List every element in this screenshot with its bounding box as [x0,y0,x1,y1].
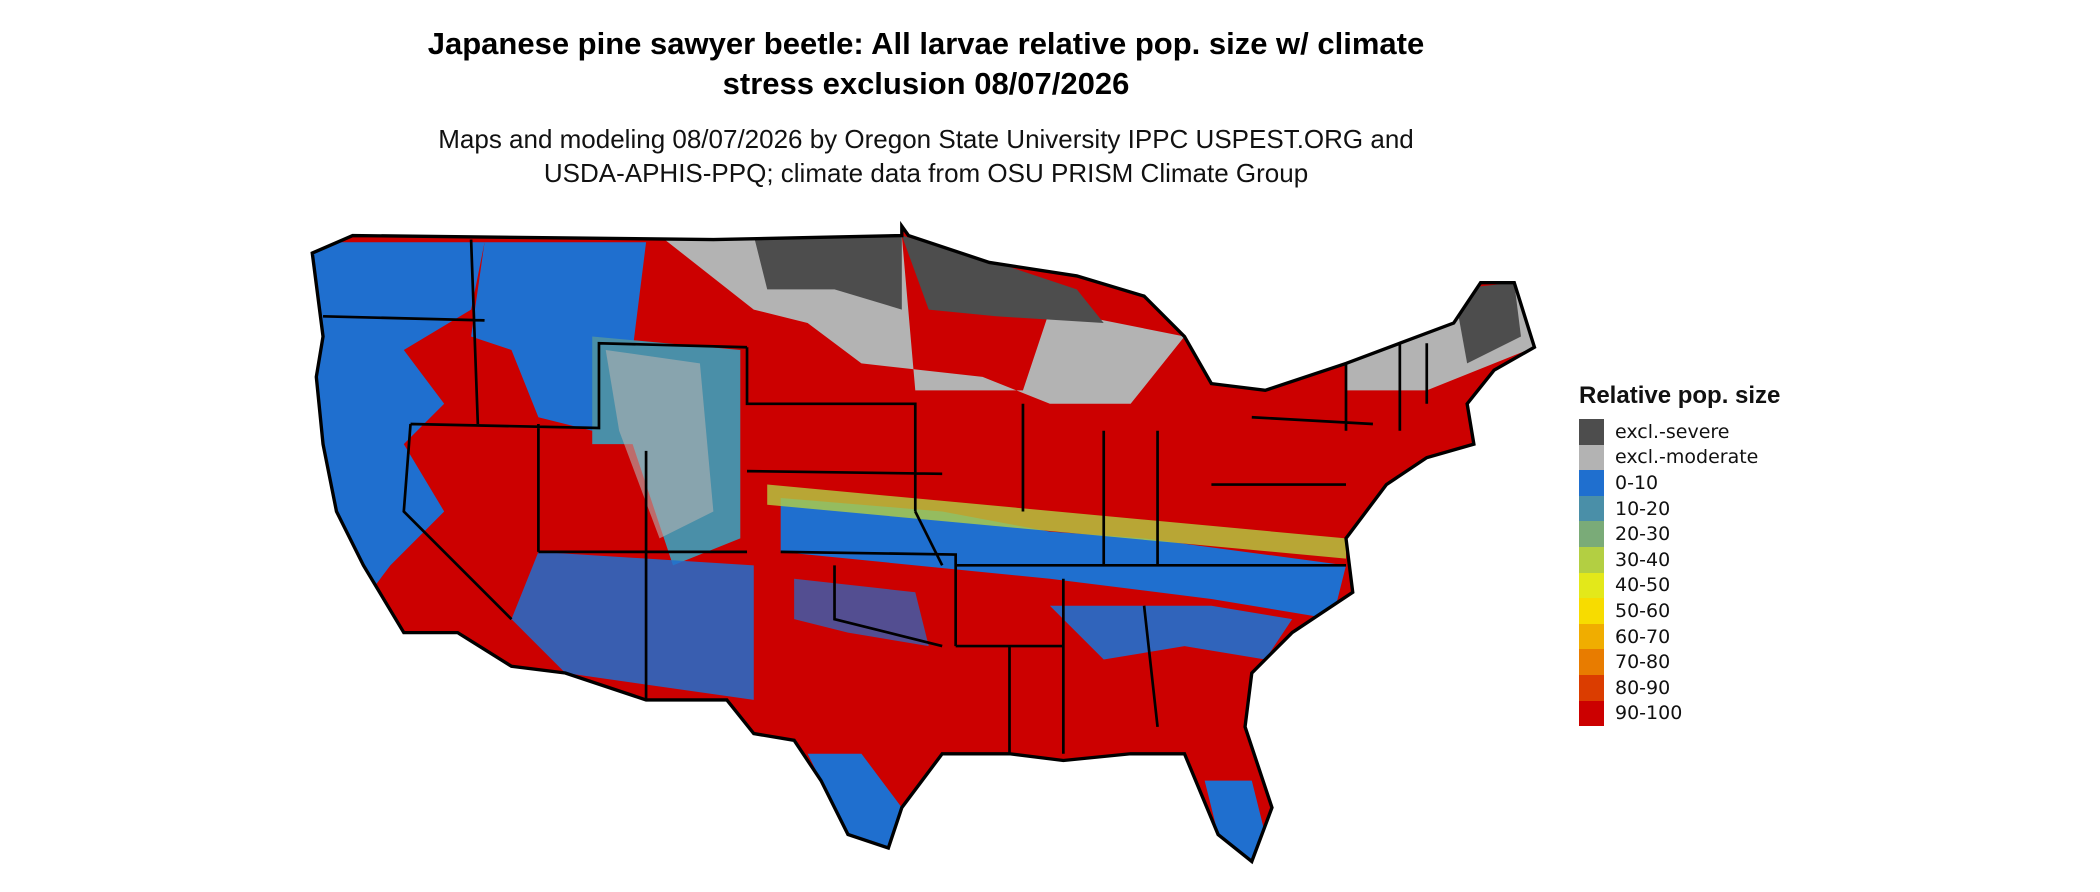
legend-swatch [1579,495,1604,522]
legend-item: 50-60 [1579,598,1758,624]
legend-label: 70-80 [1615,651,1671,674]
legend-swatch [1579,444,1604,471]
legend-swatch [1579,623,1604,650]
legend: excl.-severe excl.-moderate 0-10 10-20 20-30… [1579,419,1759,727]
map-layer [310,224,1537,864]
legend-swatch [1579,419,1604,445]
legend-item: excl.-severe [1579,419,1758,445]
map-title: Japanese pine sawyer beetle: All larvae … [427,26,1425,101]
legend-label: 10-20 [1615,497,1671,520]
legend-title: Relative pop. size [1579,382,1781,409]
legend-swatch [1579,521,1604,547]
legend-item: excl.-moderate [1579,444,1759,471]
legend-swatch [1579,546,1604,573]
legend-swatch [1579,674,1604,701]
legend-item: 20-30 [1579,521,1758,547]
legend-label: 20-30 [1615,523,1671,546]
legend-item: 60-70 [1579,623,1758,650]
legend-item: 10-20 [1579,495,1758,522]
legend-item: 70-80 [1579,649,1758,675]
legend-item: 80-90 [1579,674,1758,701]
legend-label: 0-10 [1615,471,1659,494]
legend-label: 80-90 [1615,676,1671,699]
legend-swatch [1579,572,1604,599]
legend-swatch [1579,470,1604,496]
legend-label: 30-40 [1615,548,1671,571]
legend-item: 40-50 [1579,572,1758,599]
legend-label: excl.-severe [1615,420,1730,443]
legend-item: 90-100 [1579,700,1758,727]
map-subtitle: Maps and modeling 08/07/2026 by Oregon S… [438,124,1414,188]
legend-swatch [1579,700,1604,727]
legend-label: excl.-moderate [1615,446,1759,469]
legend-label: 50-60 [1615,599,1671,622]
legend-label: 90-100 [1615,702,1683,725]
legend-item: 30-40 [1579,546,1758,573]
legend-label: 40-50 [1615,574,1671,597]
legend-label: 60-70 [1615,625,1671,648]
legend-swatch [1579,598,1604,624]
legend-item: 0-10 [1579,470,1758,496]
legend-swatch [1579,649,1604,675]
